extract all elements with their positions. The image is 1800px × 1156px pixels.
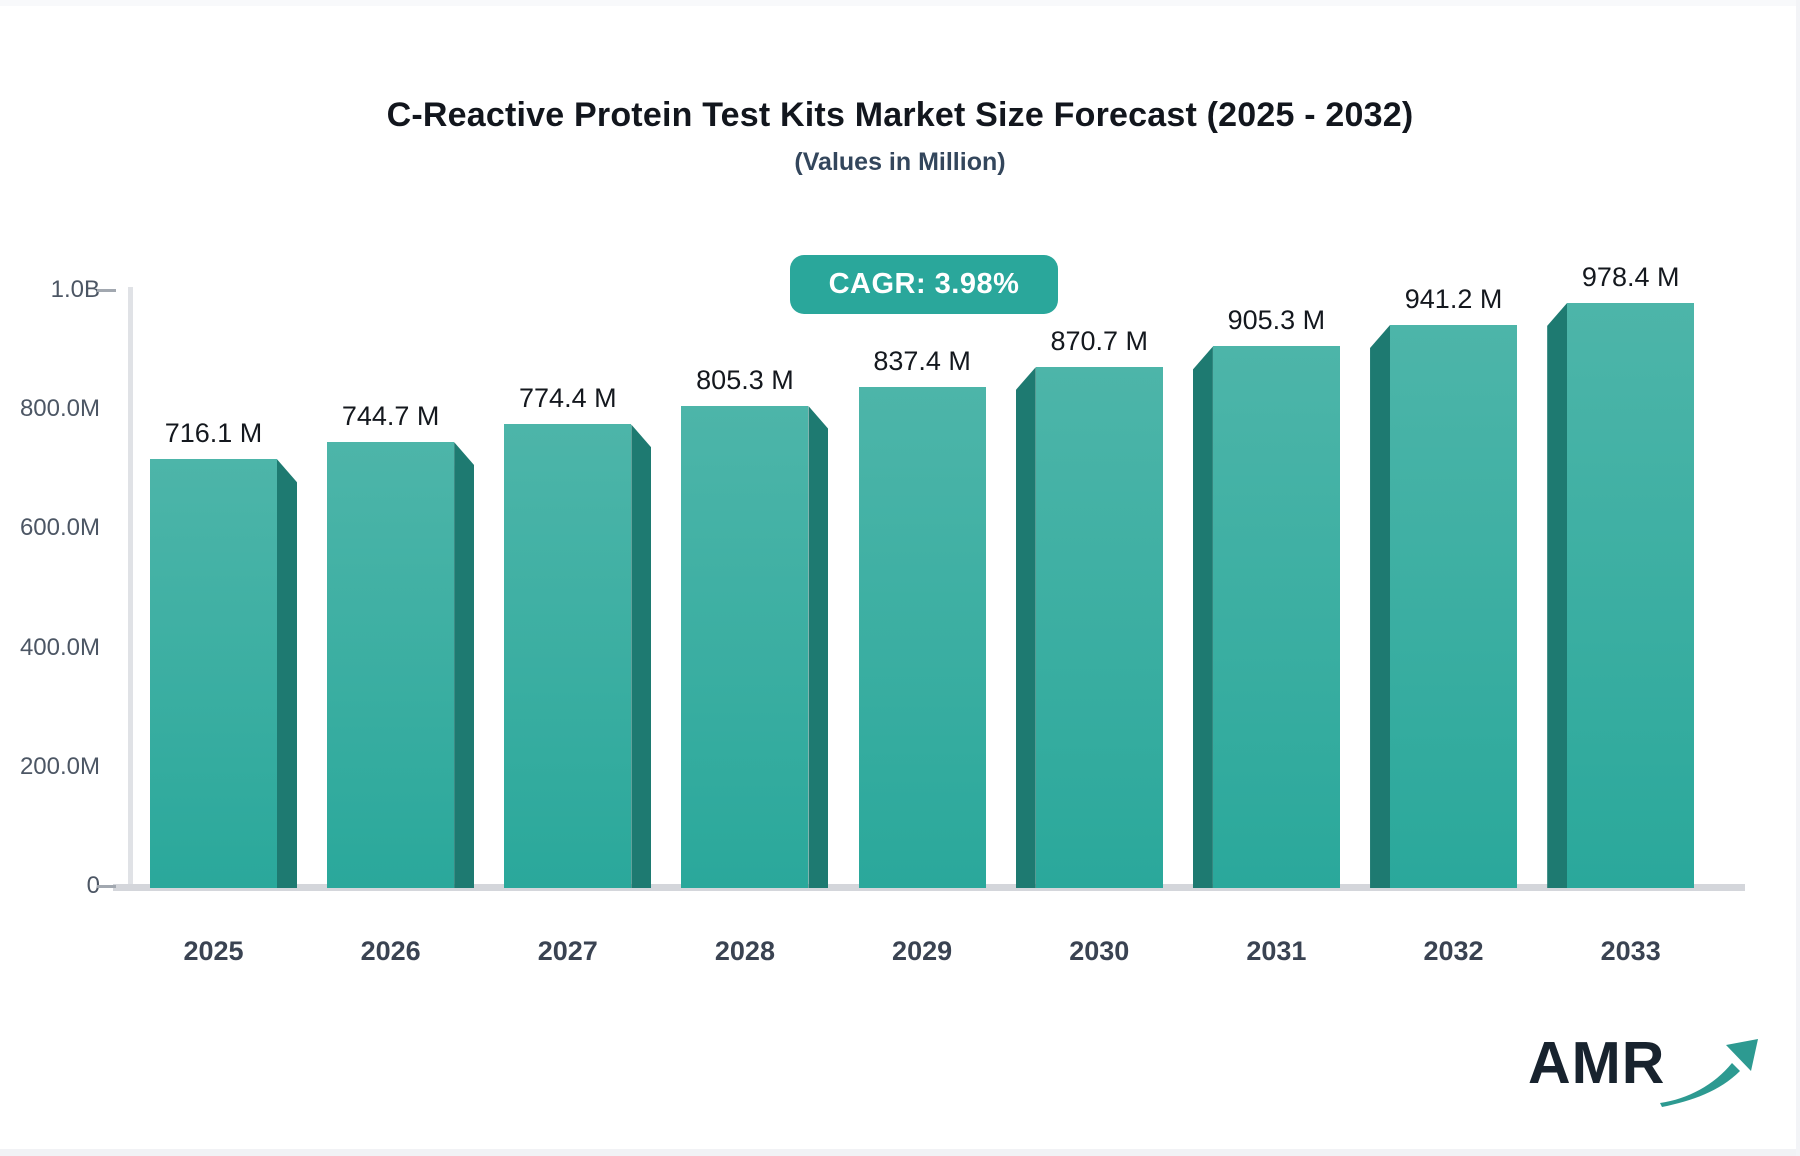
bar-value-label: 805.3 M	[696, 365, 794, 396]
bar-side-face	[808, 406, 829, 888]
bar	[1212, 346, 1340, 888]
bar-value-label: 744.7 M	[341, 401, 440, 432]
bar-side-face	[454, 442, 475, 888]
y-axis-line	[128, 287, 133, 889]
bar-value-label: 837.4 M	[873, 345, 971, 376]
bar-side-face	[1192, 346, 1213, 888]
x-axis-label: 2032	[1423, 936, 1484, 966]
y-axis-label: 200.0M	[19, 752, 100, 780]
growth-arrow-icon	[1660, 1039, 1758, 1107]
bar	[858, 386, 986, 888]
bar	[1567, 302, 1695, 888]
chart-title: C-Reactive Protein Test Kits Market Size…	[386, 96, 1414, 134]
x-axis-label: 2029	[892, 936, 953, 966]
bar-value-label: 774.4 M	[519, 383, 617, 414]
x-axis-label: 2031	[1246, 936, 1307, 966]
y-axis-label: 0	[86, 872, 100, 899]
cagr-badge: CAGR: 3.98%	[790, 255, 1058, 314]
bar-side-face	[1370, 325, 1391, 888]
amr-logo: AMR	[1528, 1030, 1758, 1113]
x-axis-label: 2030	[1069, 936, 1130, 966]
bar-side-face	[631, 424, 652, 888]
bar-value-label: 978.4 M	[1581, 261, 1680, 292]
bar-value-label: 941.2 M	[1404, 284, 1503, 315]
bar-side-face	[277, 459, 297, 888]
x-axis-label: 2026	[360, 936, 421, 966]
y-axis-label: 400.0M	[19, 633, 100, 661]
bar-value-label: 905.3 M	[1227, 305, 1326, 336]
bar-side-face	[1015, 367, 1036, 888]
y-axis-label: 600.0M	[19, 514, 100, 542]
x-axis-label: 2025	[183, 936, 244, 966]
bar-side-face	[1547, 302, 1568, 888]
bottom-edge-strip	[0, 1149, 1800, 1156]
x-axis-label: 2027	[537, 936, 598, 966]
y-axis-tick	[97, 885, 116, 888]
y-axis-label: 800.0M	[19, 395, 100, 423]
right-edge-strip	[1796, 0, 1800, 1156]
y-axis-label: 1.0B	[50, 276, 100, 303]
top-edge-strip	[0, 0, 1800, 6]
bar	[1035, 367, 1163, 888]
bar-value-label: 716.1 M	[164, 418, 263, 449]
bar	[327, 442, 455, 888]
x-axis-label: 2033	[1600, 936, 1661, 966]
bar-value-label: 870.7 M	[1050, 326, 1149, 357]
chart-subtitle: (Values in Million)	[794, 148, 1006, 176]
bar	[681, 406, 809, 888]
amr-logo-text: AMR	[1528, 1030, 1666, 1096]
bar	[504, 424, 632, 888]
y-axis-tick	[97, 289, 116, 292]
bar	[1390, 325, 1518, 888]
bar	[150, 459, 277, 888]
x-axis-label: 2028	[714, 936, 775, 966]
